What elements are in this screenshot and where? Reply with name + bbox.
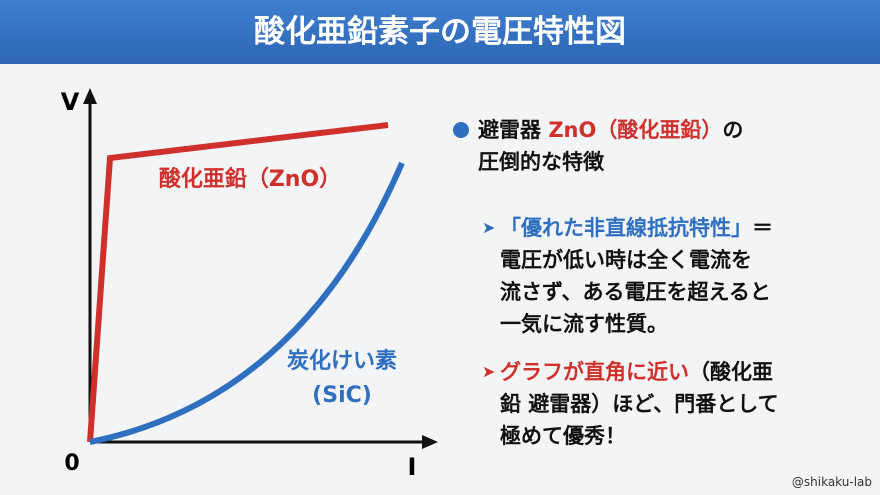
text: ZnO（酸化亜鉛） [548, 118, 723, 142]
sic-label: (SiC) [312, 383, 372, 408]
line: 避雷器 ZnO（酸化亜鉛）の [478, 114, 743, 146]
header: 酸化亜鉛素子の電圧特性図 [0, 0, 880, 64]
bullet [453, 122, 469, 138]
text: 電圧が低い時は全く電流を [500, 248, 752, 272]
point: グラフが直角に近い（酸化亜 鉛 避雷器）ほど、門番として 極めて優秀！ [500, 356, 779, 452]
text: の [722, 118, 744, 142]
text: 流さず、ある電圧を超えると [500, 280, 771, 304]
text: グラフが直角に近い [500, 360, 689, 384]
point: 「優れた非直線抵抗特性」＝ 電圧が低い時は全く電流を 流さず、ある電圧を超えると… [500, 212, 773, 340]
y-label: V [61, 88, 80, 116]
line: 電圧が低い時は全く電流を [500, 244, 773, 276]
line: 流さず、ある電圧を超えると [500, 276, 773, 308]
line: 「優れた非直線抵抗特性」＝ [500, 212, 773, 244]
text: （酸化亜 [689, 360, 773, 384]
zno-label: 酸化亜鉛（ZnO） [159, 166, 341, 192]
line: 一気に流す性質。 [500, 308, 773, 340]
text: 避雷器 [478, 118, 549, 142]
sic-label: 炭化けい素 [287, 348, 397, 374]
x-arrow [422, 435, 438, 449]
arrow-icon: ➤ [482, 218, 496, 237]
arrow-icon: ➤ [482, 362, 496, 381]
y-arrow [83, 88, 97, 104]
line: 鉛 避雷器）ほど、門番として [500, 388, 779, 420]
sic-curve [89, 161, 405, 445]
x-label: I [408, 453, 417, 481]
credit: @shikaku-lab [791, 475, 872, 489]
origin-label: 0 [64, 451, 79, 476]
text: 圧倒的な特徴 [478, 150, 604, 174]
zno-curve [87, 122, 389, 443]
point: 避雷器 ZnO（酸化亜鉛）の 圧倒的な特徴 [478, 114, 743, 178]
text: 「優れた非直線抵抗特性」 [500, 216, 752, 240]
text: 極めて優秀！ [500, 424, 626, 448]
text: ＝ [752, 216, 773, 240]
line: グラフが直角に近い（酸化亜 [500, 356, 779, 388]
line: 極めて優秀！ [500, 420, 779, 452]
text: 鉛 避雷器）ほど、門番として [500, 392, 779, 416]
line: 圧倒的な特徴 [478, 146, 743, 178]
title: 酸化亜鉛素子の電圧特性図 [254, 14, 626, 50]
text: 一気に流す性質。 [500, 312, 668, 336]
